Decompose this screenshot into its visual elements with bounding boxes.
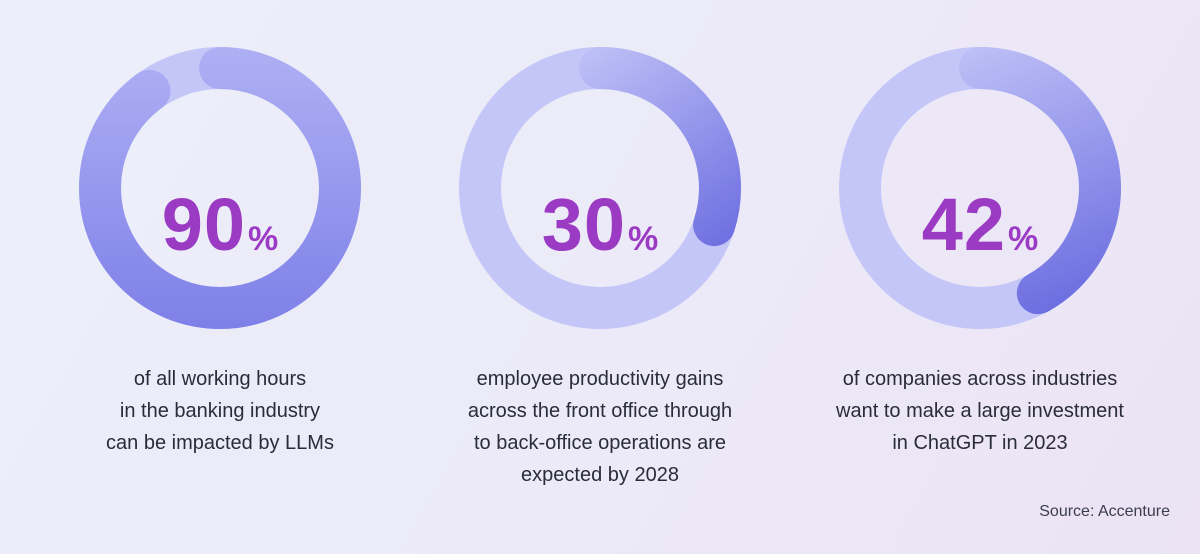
caption-line: of all working hours [133,368,307,390]
caption-line: can be impacted by LLMs [106,432,334,454]
caption-line: of companies across industries [842,368,1118,390]
stat-number: 42 [921,183,1007,266]
source-credit: Source: Accenture [1039,503,1170,520]
donut-value-arc [579,47,741,247]
stat-caption: of all working hours in the banking indu… [20,363,420,459]
stat-number: 30 [541,183,627,266]
stat-number: 90 [161,183,247,266]
caption-line: expected by 2028 [521,464,679,486]
percent-sign: % [248,220,279,258]
donut-value-arc [79,47,361,329]
caption-line: want to make a large investment [836,400,1124,422]
stat-value: 42% [780,188,1180,262]
donut-ring-3 [839,47,1121,329]
donut-value-arc [959,47,1121,315]
caption-line: in the banking industry [119,400,321,422]
stat-value: 30% [400,188,800,262]
percent-sign: % [628,220,659,258]
stat-value: 90% [20,188,420,262]
caption-line: to back-office operations are [473,432,726,454]
caption-line: in ChatGPT in 2023 [892,432,1068,454]
stat-caption: of companies across industries want to m… [780,363,1180,459]
caption-line: across the front office through [467,400,733,422]
percent-sign: % [1008,220,1039,258]
donut-ring-1 [79,47,361,329]
caption-line: employee productivity gains [476,368,724,390]
donut-ring-2 [459,47,741,329]
stat-caption: employee productivity gains across the f… [400,363,800,491]
